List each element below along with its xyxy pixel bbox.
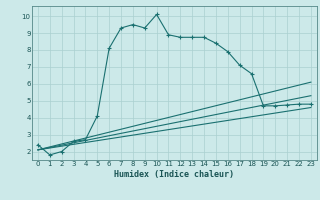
X-axis label: Humidex (Indice chaleur): Humidex (Indice chaleur) — [115, 170, 234, 179]
